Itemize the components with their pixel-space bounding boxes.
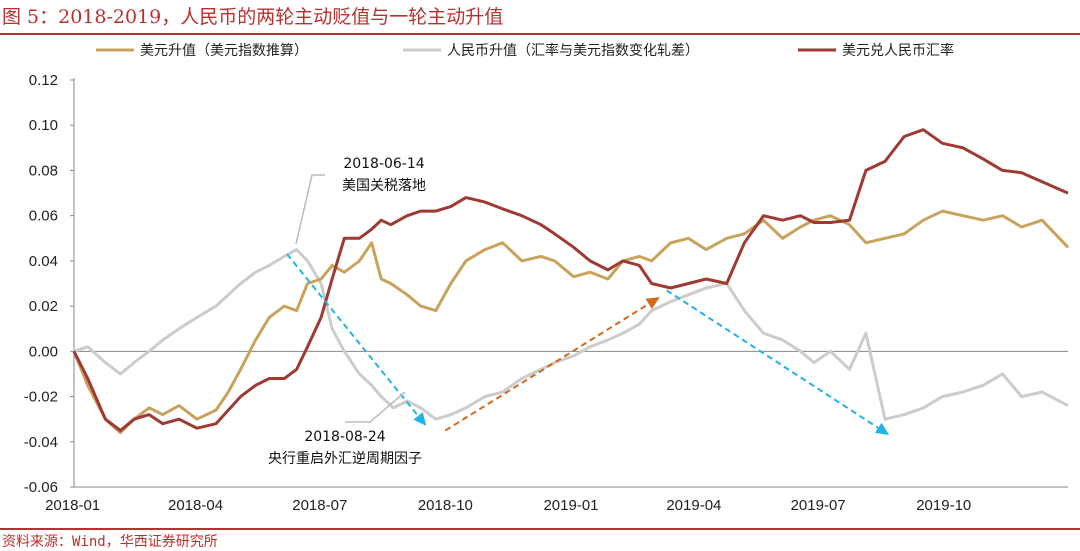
x-tick-label: 2019-01 [543, 497, 598, 514]
legend-label: 人民币升值（汇率与美元指数变化轧差） [447, 42, 699, 59]
x-tick-label: 2019-04 [666, 497, 721, 514]
series-line [73, 248, 1069, 421]
source-note: 资料来源：Wind，华西证券研究所 [2, 534, 218, 550]
y-tick-label: -0.06 [24, 479, 58, 496]
axes: 0.12 0.10 0.08 0.06 0.04 0.02 0.00 -0.02 -0.04 -0… [24, 72, 1068, 514]
annotation-text: 美国关税落地 [342, 178, 426, 194]
y-tick-label: 0.12 [29, 72, 58, 89]
chart-svg: 0.12 0.10 0.08 0.06 0.04 0.02 0.00 -0.02 -0.04 -0… [24, 42, 1070, 514]
legend: 美元升值（美元指数推算） 人民币升值（汇率与美元指数变化轧差） 美元兑人民币汇率 [96, 42, 954, 59]
annotation-text: 央行重启外汇逆周期因子 [268, 451, 422, 467]
chart-title: 图 5：2018-2019，人民币的两轮主动贬值与一轮主动升值 [2, 6, 504, 28]
x-tick-label: 2018-07 [292, 497, 347, 514]
arrow-head [645, 297, 660, 309]
trend-arrows [286, 253, 890, 435]
legend-label: 美元兑人民币汇率 [842, 42, 954, 59]
x-tick-label: 2018-01 [45, 497, 100, 514]
arrow-shaft [286, 253, 419, 417]
source-rule [0, 528, 1080, 530]
annotations: 2018-06-14 美国关税落地 2018-08-24 央行重启外汇逆周期因子 [268, 156, 426, 467]
annotation-date: 2018-06-14 [343, 156, 424, 172]
title-rule [0, 33, 1080, 35]
y-tick-label: -0.04 [24, 434, 58, 451]
annotation-leader [295, 174, 325, 245]
x-tick-label: 2018-10 [418, 497, 473, 514]
series-lines [72, 128, 1070, 435]
x-tick-label: 2018-04 [168, 497, 223, 514]
y-tick-label: 0.06 [29, 208, 58, 225]
y-tick-label: 0.02 [29, 298, 58, 315]
y-tick-label: 0.10 [29, 117, 58, 134]
arrow-head [413, 412, 427, 426]
y-tick-label: -0.02 [24, 389, 58, 406]
y-tick-label: 0.08 [29, 162, 58, 179]
legend-label: 美元升值（美元指数推算） [140, 43, 308, 59]
series-line [72, 128, 1069, 432]
series-line [72, 209, 1070, 435]
y-tick-label: 0.00 [29, 343, 58, 360]
arrow-head [875, 422, 890, 435]
x-tick-label: 2019-10 [916, 497, 971, 514]
annotation-leader [345, 391, 406, 423]
x-tick-label: 2019-07 [791, 497, 846, 514]
y-tick-label: 0.04 [29, 253, 58, 270]
arrow-shaft [666, 289, 879, 429]
annotation-date: 2018-08-24 [304, 429, 385, 445]
